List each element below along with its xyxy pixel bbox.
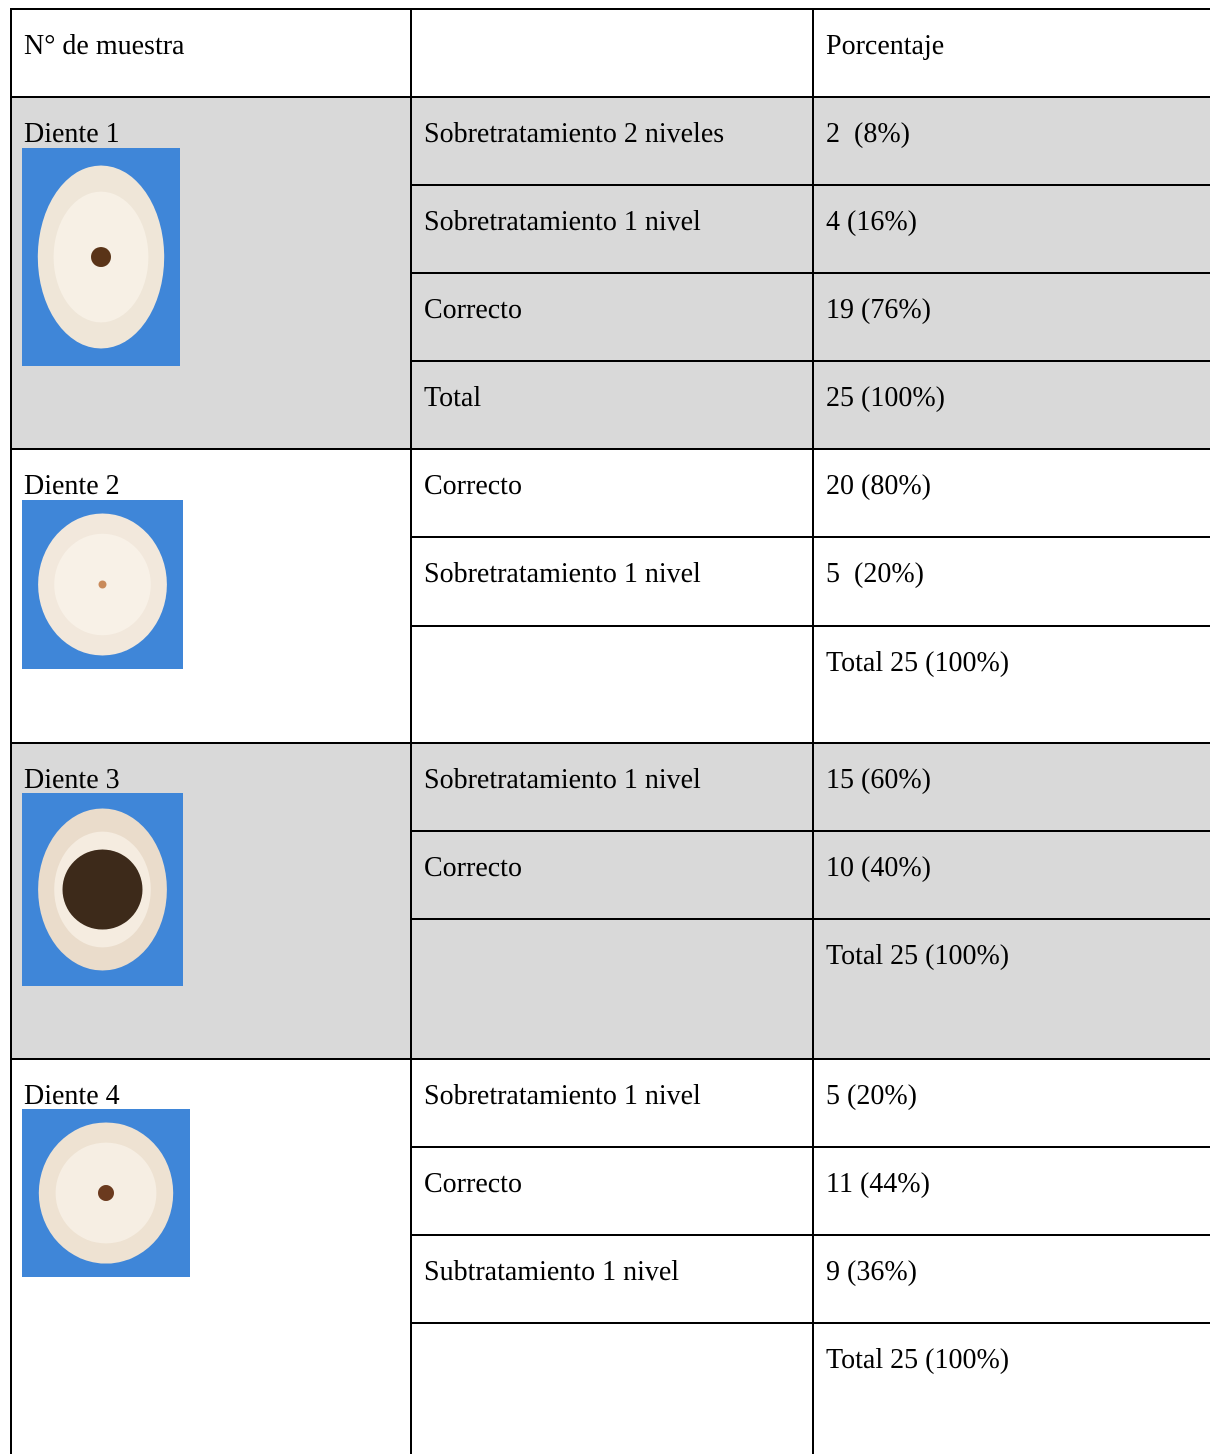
percent-cell: 2 (8%) [812,96,1210,184]
tooth-photo [22,500,183,669]
category-cell [410,918,812,1058]
category-cell: Correcto [410,272,812,360]
category-cell: Total [410,360,812,448]
percent-cell: 19 (76%) [812,272,1210,360]
percent-cell: 10 (40%) [812,830,1210,918]
percent-cell: 15 (60%) [812,742,1210,830]
tooth-photo [22,1109,190,1277]
percent-cell: 9 (36%) [812,1234,1210,1322]
category-cell: Sobretratamiento 2 niveles [410,96,812,184]
category-cell: Sobretratamiento 1 nivel [410,536,812,625]
tooth-photo [22,148,180,366]
percent-cell: Total 25 (100%) [812,625,1210,742]
percent-cell: 20 (80%) [812,448,1210,536]
category-cell: Sobretratamiento 1 nivel [410,742,812,830]
category-cell: Subtratamiento 1 nivel [410,1234,812,1322]
category-cell [410,625,812,742]
percent-cell: Total 25 (100%) [812,918,1210,1058]
percent-cell: 5 (20%) [812,536,1210,625]
category-cell: Correcto [410,1146,812,1234]
category-cell: Sobretratamiento 1 nivel [410,1058,812,1146]
percent-cell: Total 25 (100%) [812,1322,1210,1454]
tooth-photo [22,793,183,986]
category-cell: Correcto [410,830,812,918]
sample-cell: Diente 4 [10,1058,410,1454]
category-cell: Sobretratamiento 1 nivel [410,184,812,272]
header-cell: Porcentaje [812,8,1210,96]
percent-cell: 4 (16%) [812,184,1210,272]
category-cell: Correcto [410,448,812,536]
percent-cell: 5 (20%) [812,1058,1210,1146]
header-cell: N° de muestra [10,8,410,96]
category-cell [410,1322,812,1454]
header-cell [410,8,812,96]
percent-cell: 11 (44%) [812,1146,1210,1234]
sample-cell: Diente 2 [10,448,410,742]
percent-cell: 25 (100%) [812,360,1210,448]
